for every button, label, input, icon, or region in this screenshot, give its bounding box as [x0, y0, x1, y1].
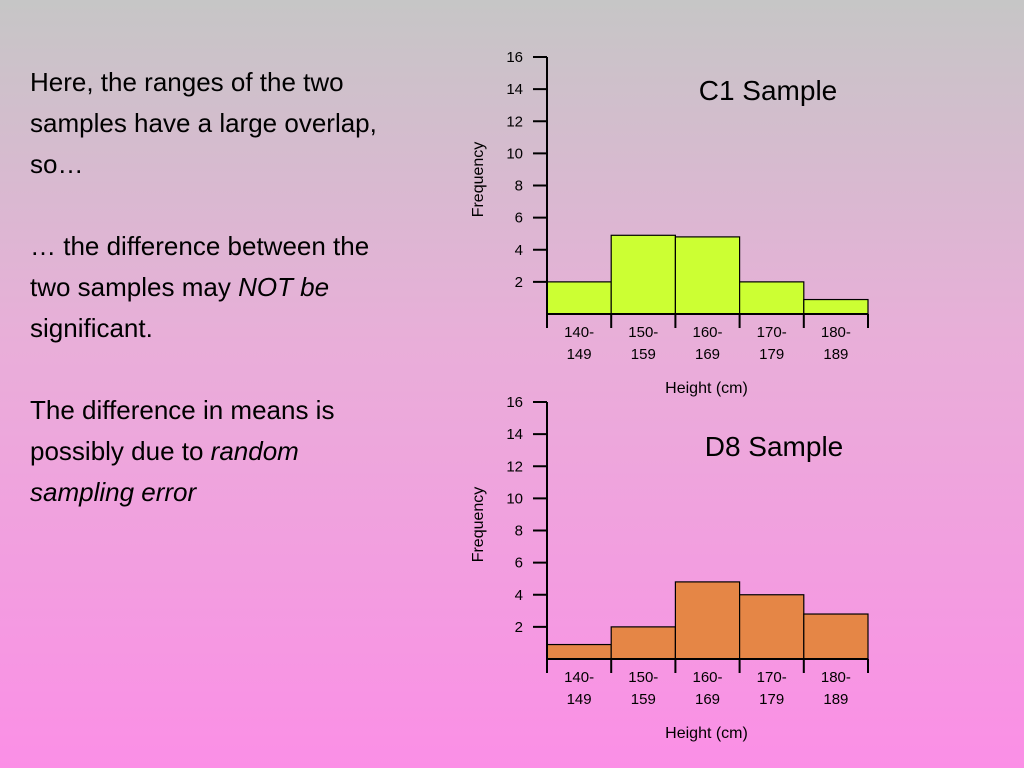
x-tick-label: 180-: [821, 669, 851, 686]
x-tick-label: 180-: [821, 324, 851, 341]
chart-title: C1 Sample: [699, 75, 838, 106]
chart-title: D8 Sample: [705, 431, 844, 462]
bar-d8-1: [610, 626, 677, 660]
y-axis-label: Frequency: [470, 487, 487, 563]
x-tick-label: 189: [823, 691, 848, 708]
y-tick-label: 6: [515, 210, 523, 227]
chart-d8: 2 4 6 8 10 12 14 16 140- 149 150- 159 160- 169 170- 179…: [470, 394, 869, 742]
paragraph-means-start: The difference in means is possibly due …: [30, 395, 335, 466]
x-tick-label: 150-: [628, 669, 658, 686]
y-tick-label: 14: [506, 81, 523, 98]
y-axis-label: Frequency: [470, 142, 487, 218]
x-axis-label: Height (cm): [665, 725, 748, 742]
x-tick-label: 160-: [692, 669, 722, 686]
explanation-text: Here, the ranges of the two samples have…: [30, 62, 390, 513]
y-tick-label: 6: [515, 555, 523, 572]
y-tick-label: 8: [515, 523, 523, 540]
x-tick-label: 169: [695, 691, 720, 708]
x-tick-label: 169: [695, 346, 720, 363]
y-tick-label: 4: [515, 587, 523, 604]
paragraph-difference-start: … the difference between the two samples…: [30, 231, 370, 302]
bar-c1-0: [546, 281, 612, 315]
y-tick-label: 16: [506, 394, 523, 411]
y-tick-label: 16: [506, 49, 523, 66]
bar-d8-4: [803, 613, 869, 660]
paragraph-difference-emphasis: NOT be: [238, 272, 330, 302]
y-tick-label: 2: [515, 274, 523, 291]
x-tick-label: 149: [567, 346, 592, 363]
x-axis-label: Height (cm): [665, 380, 748, 397]
chart-c1: 2 4 6 8 10 12 14 16 140- 149 150- 159 160- 169 170- 179…: [470, 49, 869, 397]
paragraph-means: The difference in means is possibly due …: [30, 390, 390, 513]
y-tick-label: 12: [506, 458, 523, 475]
bar-c1-2: [674, 236, 741, 315]
y-tick-label: 14: [506, 426, 523, 443]
x-tick-label: 150-: [628, 324, 658, 341]
x-tick-label: 179: [759, 346, 784, 363]
x-tick-label: 160-: [692, 324, 722, 341]
x-tick-label: 179: [759, 691, 784, 708]
y-tick-label: 12: [506, 113, 523, 130]
paragraph-difference-end: significant.: [30, 313, 153, 343]
x-tick-label: 149: [567, 691, 592, 708]
paragraph-means-emphasis: random sampling error: [30, 436, 299, 507]
bar-d8-0: [546, 643, 612, 660]
bar-c1-4: [803, 298, 869, 315]
x-tick-label: 159: [631, 346, 656, 363]
x-tick-label: 140-: [564, 669, 594, 686]
bar-c1-3: [738, 281, 805, 315]
x-tick-label: 189: [823, 346, 848, 363]
x-tick-label: 159: [631, 691, 656, 708]
x-tick-label: 140-: [564, 324, 594, 341]
bar-d8-3: [738, 594, 805, 660]
paragraph-overlap: Here, the ranges of the two samples have…: [30, 67, 377, 179]
bar-d8-2: [674, 581, 741, 660]
y-tick-label: 4: [515, 242, 523, 259]
y-tick-label: 8: [515, 178, 523, 195]
y-tick-label: 10: [506, 490, 523, 507]
bar-c1-1: [610, 234, 677, 315]
x-tick-label: 170-: [757, 669, 787, 686]
x-tick-label: 170-: [757, 324, 787, 341]
y-tick-label: 2: [515, 619, 523, 636]
paragraph-difference: … the difference between the two samples…: [30, 226, 390, 349]
y-tick-label: 10: [506, 145, 523, 162]
